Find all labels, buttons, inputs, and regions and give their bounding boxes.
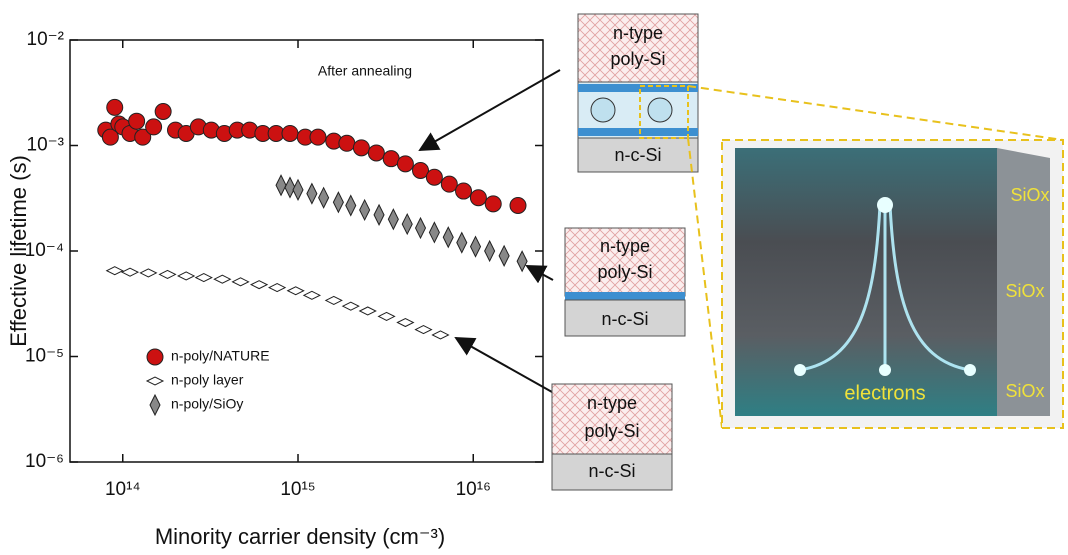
point	[343, 302, 359, 310]
point	[140, 269, 156, 277]
point	[196, 274, 212, 282]
point	[307, 184, 317, 204]
x-tick-label: 10¹⁶	[456, 479, 491, 500]
point	[415, 326, 431, 334]
legend-marker	[147, 349, 163, 365]
point	[456, 183, 472, 199]
schematic-label: poly-Si	[610, 49, 665, 69]
legend-label: n-poly layer	[171, 372, 244, 388]
legend-marker	[147, 377, 163, 385]
point	[397, 156, 413, 172]
point	[457, 233, 467, 253]
layer-label: SiOx	[1005, 281, 1044, 301]
point	[510, 197, 526, 213]
point	[485, 196, 501, 212]
arrow	[420, 70, 560, 150]
x-tick-label: 10¹⁴	[105, 479, 141, 500]
point	[383, 151, 399, 167]
illustration-caption: electrons	[844, 382, 925, 404]
point	[107, 267, 123, 275]
point	[443, 227, 453, 247]
point	[360, 307, 376, 315]
legend-label: n-poly/SiOy	[171, 396, 243, 412]
annotation: After annealing	[318, 63, 412, 79]
point	[333, 192, 343, 212]
arrow	[456, 338, 552, 392]
point	[233, 278, 249, 286]
point	[353, 140, 369, 156]
point	[471, 237, 481, 257]
schematic: n-type poly-Si n-c-Si	[578, 14, 698, 172]
schematic-label: n-type	[600, 236, 650, 256]
point	[379, 312, 395, 320]
point	[285, 177, 295, 197]
point	[310, 129, 326, 145]
schematic: n-type poly-Si n-c-Si	[565, 228, 685, 336]
legend-marker	[150, 395, 160, 415]
point	[178, 272, 194, 280]
point	[269, 284, 285, 292]
schematic-label: poly-Si	[597, 262, 652, 282]
schematic-label: n-c-Si	[588, 461, 635, 481]
point	[429, 222, 439, 242]
arrow	[527, 266, 553, 280]
point	[122, 268, 138, 276]
point	[251, 281, 267, 289]
point	[107, 99, 123, 115]
point	[276, 175, 286, 195]
point	[304, 291, 320, 299]
point	[517, 251, 527, 271]
point	[368, 145, 384, 161]
point	[416, 218, 426, 238]
point	[397, 319, 413, 327]
point	[146, 119, 162, 135]
schematic: n-type poly-Si n-c-Si	[552, 384, 672, 490]
point	[159, 270, 175, 278]
figure: After annealing Minority carrier density…	[0, 0, 1068, 555]
schematic-label: n-type	[587, 393, 637, 413]
y-tick-label: 10⁻⁵	[25, 346, 64, 367]
point	[441, 176, 457, 192]
chart: After annealing Minority carrier density…	[0, 0, 1068, 555]
point	[426, 169, 442, 185]
layer-label: SiOx	[1005, 381, 1044, 401]
point	[155, 104, 171, 120]
point	[319, 188, 329, 208]
point	[499, 246, 509, 266]
point	[214, 275, 230, 283]
schematic-label: n-c-Si	[614, 145, 661, 165]
point	[346, 195, 356, 215]
point	[339, 135, 355, 151]
point	[293, 180, 303, 200]
schematic-label: n-c-Si	[601, 309, 648, 329]
point	[388, 209, 398, 229]
illustration: SiOx SiOx SiOx electrons	[688, 86, 1063, 428]
plot-frame	[70, 40, 543, 462]
schematic-label: poly-Si	[584, 421, 639, 441]
point	[129, 113, 145, 129]
point	[282, 125, 298, 141]
point	[485, 241, 495, 261]
schematic-label: n-type	[613, 23, 663, 43]
y-tick-label: 10⁻⁴	[25, 240, 64, 261]
point	[326, 296, 342, 304]
point	[288, 287, 304, 295]
point	[374, 205, 384, 225]
point	[402, 214, 412, 234]
point	[432, 331, 448, 339]
legend-label: n-poly/NATURE	[171, 348, 270, 364]
layer-label: SiOx	[1010, 185, 1049, 205]
y-tick-label: 10⁻²	[27, 29, 65, 50]
point	[360, 200, 370, 220]
y-tick-label: 10⁻³	[27, 135, 65, 156]
point	[470, 190, 486, 206]
x-tick-label: 10¹⁵	[280, 479, 315, 500]
y-tick-label: 10⁻⁶	[25, 451, 64, 472]
x-axis-label: Minority carrier density (cm⁻³)	[155, 524, 445, 549]
